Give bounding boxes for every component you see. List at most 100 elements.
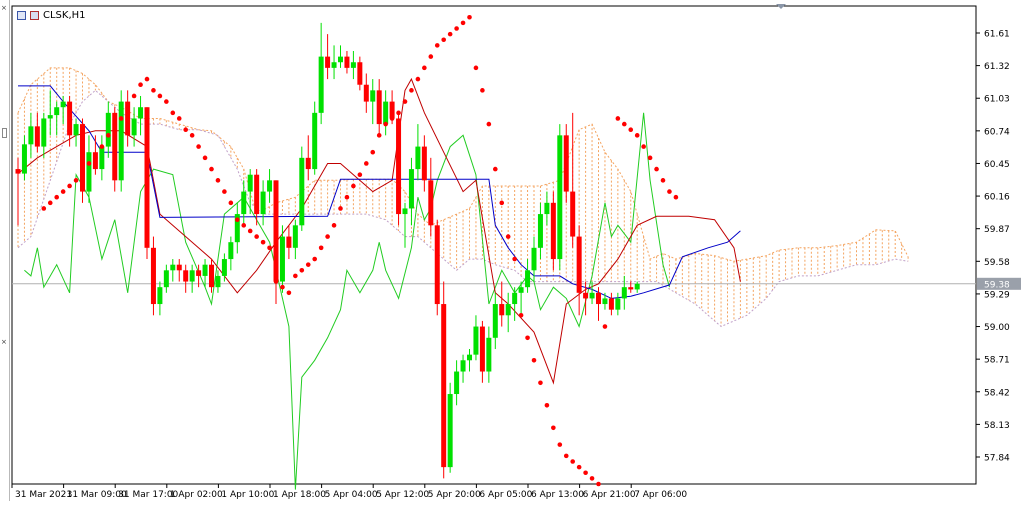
- bull-candle: [415, 147, 420, 169]
- parabolic-sar-dot: [351, 184, 356, 189]
- bull-candle: [506, 304, 511, 315]
- bull-candle: [41, 118, 46, 146]
- bull-candle: [538, 214, 543, 248]
- parabolic-sar-dot: [454, 26, 459, 31]
- parabolic-sar-dot: [493, 167, 498, 172]
- y-tick-label: 58.71: [984, 356, 1010, 366]
- parabolic-sar-dot: [287, 291, 292, 296]
- bull-candle: [590, 293, 595, 299]
- bull-candle: [409, 169, 414, 208]
- x-tick-label: 6 Apr 05:00: [479, 490, 532, 500]
- bull-candle: [512, 293, 517, 304]
- bull-candle: [635, 284, 640, 290]
- parabolic-sar-dot: [106, 133, 111, 138]
- parabolic-sar-dot: [132, 94, 137, 99]
- bear-candle: [209, 265, 214, 287]
- parabolic-sar-dot: [648, 156, 653, 161]
- parabolic-sar-dot: [345, 195, 350, 200]
- parabolic-sar-dot: [674, 195, 679, 200]
- parabolic-sar-dot: [519, 313, 524, 318]
- x-tick-label: 5 Apr 04:00: [325, 490, 378, 500]
- bull-candle: [403, 208, 408, 214]
- bear-candle: [499, 304, 504, 315]
- parabolic-sar-dot: [622, 122, 627, 127]
- parabolic-sar-dot: [422, 66, 427, 71]
- x-tick-label: 7 Apr 06:00: [634, 490, 687, 500]
- parabolic-sar-dot: [370, 150, 375, 155]
- parabolic-sar-dot: [216, 178, 221, 183]
- bull-candle: [28, 126, 33, 144]
- bull-candle: [544, 203, 549, 214]
- parabolic-sar-dot: [125, 105, 130, 110]
- bear-candle: [274, 180, 279, 281]
- parabolic-sar-dot: [93, 156, 98, 161]
- parabolic-sar-dot: [87, 161, 92, 166]
- parabolic-sar-dot: [603, 324, 608, 329]
- parabolic-sar-dot: [441, 37, 446, 42]
- x-tick-label: 5 Apr 12:00: [376, 490, 429, 500]
- bull-candle: [467, 355, 472, 361]
- parabolic-sar-dot: [558, 442, 563, 447]
- parabolic-sar-dot: [590, 476, 595, 481]
- parabolic-sar-dot: [616, 116, 621, 121]
- parabolic-sar-dot: [229, 201, 234, 206]
- bull-candle: [602, 298, 607, 304]
- parabolic-sar-dot: [583, 470, 588, 475]
- parabolic-sar-dot: [332, 223, 337, 228]
- parabolic-sar-dot: [164, 99, 169, 104]
- bull-candle: [473, 327, 478, 355]
- parabolic-sar-dot: [177, 116, 182, 121]
- bull-candle: [332, 62, 337, 68]
- parabolic-sar-dot: [190, 133, 195, 138]
- bull-candle: [370, 90, 375, 101]
- parabolic-sar-dot: [390, 116, 395, 121]
- parabolic-sar-dot: [667, 189, 672, 194]
- parabolic-sar-dot: [467, 15, 472, 20]
- bull-candle: [61, 102, 66, 108]
- parabolic-sar-dot: [383, 122, 388, 127]
- y-tick-label: 60.16: [984, 193, 1010, 203]
- bull-candle: [532, 248, 537, 270]
- parabolic-sar-dot: [577, 465, 582, 470]
- bear-candle: [390, 102, 395, 119]
- parabolic-sar-dot: [293, 274, 298, 279]
- parabolic-sar-dot: [551, 425, 556, 430]
- y-tick-label: 61.32: [984, 62, 1010, 72]
- parabolic-sar-dot: [635, 133, 640, 138]
- bull-candle: [312, 113, 317, 169]
- parabolic-sar-dot: [112, 122, 117, 127]
- bull-candle: [132, 118, 137, 135]
- parabolic-sar-dot: [396, 111, 401, 116]
- parabolic-sar-dot: [67, 184, 72, 189]
- parabolic-sar-dot: [312, 257, 317, 262]
- bull-candle: [170, 265, 175, 271]
- bear-candle: [480, 327, 485, 372]
- parabolic-sar-dot: [525, 335, 530, 340]
- chart-header: CLSK,H1: [17, 8, 86, 22]
- bear-candle: [428, 180, 433, 225]
- bull-candle: [383, 102, 388, 124]
- bull-candle: [486, 338, 491, 372]
- parabolic-sar-dot: [628, 127, 633, 132]
- y-tick-label: 59.58: [984, 258, 1010, 268]
- parabolic-sar-dot: [461, 21, 466, 26]
- y-tick-label: 60.45: [984, 160, 1010, 170]
- bull-candle: [448, 394, 453, 467]
- parabolic-sar-dot: [654, 167, 659, 172]
- parabolic-sar-dot: [209, 167, 214, 172]
- bull-candle: [319, 57, 324, 113]
- bull-candle: [280, 237, 285, 282]
- bull-candle: [267, 180, 272, 191]
- chart-shift-marker-icon[interactable]: [776, 4, 786, 9]
- chart-properties-icon: [30, 11, 39, 20]
- current-price-label: 59.38: [984, 280, 1010, 290]
- bull-candle: [557, 135, 562, 259]
- x-tick-label: 6 Apr 13:00: [531, 490, 584, 500]
- bull-candle: [54, 107, 59, 115]
- y-tick-label: 59.87: [984, 225, 1010, 235]
- x-tick-label: 31 Mar 2021: [15, 490, 72, 500]
- bull-candle: [215, 276, 220, 287]
- bull-candle: [493, 304, 498, 338]
